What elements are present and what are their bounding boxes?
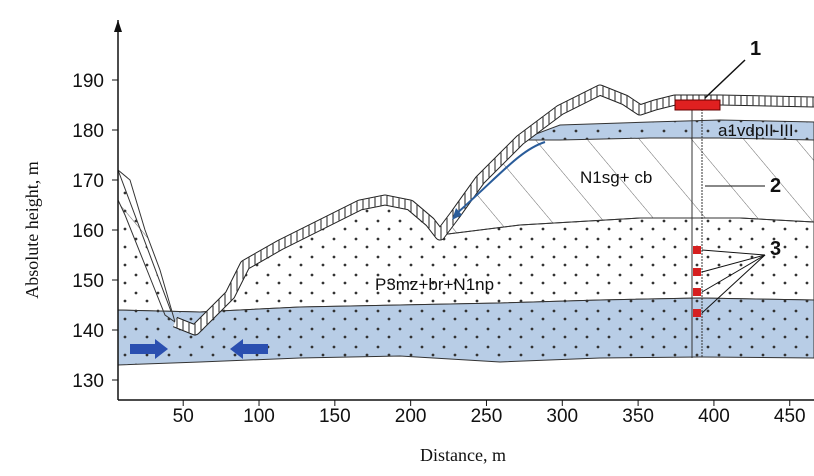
x-tick-label: 350 xyxy=(622,406,654,427)
x-axis-label: Distance, m xyxy=(420,445,506,465)
x-tick-label: 50 xyxy=(173,406,194,427)
callout-label: 3 xyxy=(770,238,781,260)
y-tick-label: 160 xyxy=(72,221,104,242)
geology xyxy=(117,59,814,366)
y-tick-label: 190 xyxy=(72,71,104,92)
x-tick-label: 100 xyxy=(243,406,275,427)
layer-label: a1vdpII-III xyxy=(718,121,794,140)
layer-label: N1sg+ cb xyxy=(580,168,652,187)
y-axis-label: Absolute height, m xyxy=(22,161,42,299)
axes: 130 140 150 160 170 180 190 50 100 150 200 250 300 35… xyxy=(72,20,814,427)
axis-arrow xyxy=(114,20,122,32)
layer-label: P3mz+br+N1np xyxy=(375,275,494,294)
y-tick-label: 140 xyxy=(72,321,104,342)
x-tick-label: 400 xyxy=(698,406,730,427)
x-tick-label: 300 xyxy=(546,406,578,427)
x-tick-label: 450 xyxy=(774,406,806,427)
y-tick-label: 180 xyxy=(72,121,104,142)
y-tick-label: 130 xyxy=(72,371,104,392)
x-tick-label: 250 xyxy=(471,406,503,427)
y-tick-label: 170 xyxy=(72,171,104,192)
x-tick-label: 200 xyxy=(395,406,427,427)
y-tick-label: 150 xyxy=(72,271,104,292)
x-tick-label: 150 xyxy=(319,406,351,427)
callout-label: 2 xyxy=(770,175,781,197)
callout-label: 1 xyxy=(750,38,761,60)
